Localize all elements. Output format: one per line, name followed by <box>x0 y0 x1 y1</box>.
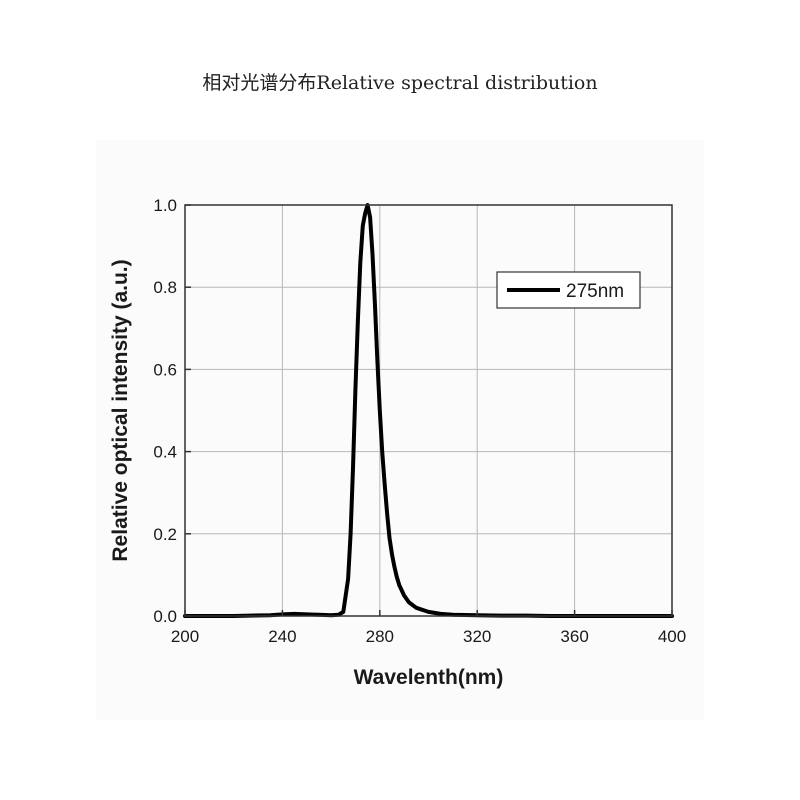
y-axis-title: Relative optical intensity (a.u.) <box>109 259 132 561</box>
y-tick-label: 1.0 <box>153 196 177 215</box>
legend: 275nm <box>496 271 641 309</box>
y-tick-labels: 0.0 0.2 0.4 0.6 0.8 1.0 <box>153 196 177 626</box>
y-tick-label: 0.8 <box>153 278 177 297</box>
plot-frame-background <box>96 140 704 720</box>
x-tick-label: 320 <box>463 627 491 646</box>
x-axis-title: Wavelenth(nm) <box>354 666 504 689</box>
x-tick-label: 200 <box>171 627 199 646</box>
x-tick-labels: 200 240 280 320 360 400 <box>171 627 686 646</box>
axis-ticks <box>184 204 673 617</box>
plot-area-border <box>184 204 673 617</box>
legend-label: 275nm <box>566 281 624 302</box>
series-layer <box>183 203 674 618</box>
y-tick-label: 0.6 <box>153 360 177 379</box>
y-tick-label: 0.4 <box>153 443 177 462</box>
x-tick-label: 240 <box>268 627 296 646</box>
x-tick-label: 360 <box>560 627 588 646</box>
y-tick-label: 0.2 <box>153 525 177 544</box>
x-tick-label: 280 <box>366 627 394 646</box>
series-line-0 <box>183 203 674 618</box>
page-title: 相对光谱分布Relative spectral distribution <box>202 72 598 94</box>
y-tick-label: 0.0 <box>153 607 177 626</box>
x-tick-label: 400 <box>658 627 686 646</box>
